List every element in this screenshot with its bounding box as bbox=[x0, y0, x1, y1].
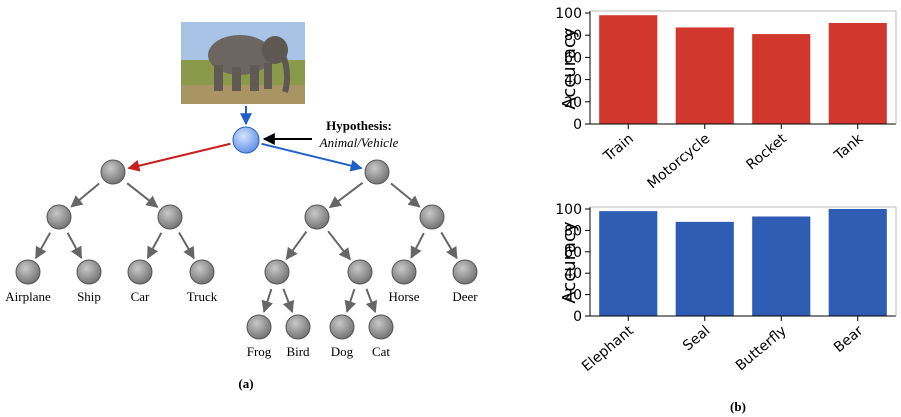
x-tick-label: Train bbox=[600, 131, 637, 165]
node bbox=[101, 160, 125, 184]
edge bbox=[264, 289, 271, 312]
y-tick-label: 20 bbox=[564, 288, 582, 304]
leaf-label: Car bbox=[131, 289, 150, 304]
x-tick-label: Rocket bbox=[743, 130, 790, 173]
leaf-label: Truck bbox=[187, 289, 218, 304]
node bbox=[453, 260, 477, 284]
y-tick-label: 80 bbox=[564, 223, 582, 239]
y-tick-label: 100 bbox=[555, 6, 582, 22]
edge bbox=[328, 231, 350, 259]
edge bbox=[286, 232, 306, 260]
edge bbox=[330, 183, 363, 208]
node bbox=[369, 315, 393, 339]
x-tick-label: Elephant bbox=[579, 322, 637, 374]
leaf-label: Bird bbox=[286, 344, 310, 359]
bar bbox=[752, 216, 810, 316]
edge bbox=[391, 183, 420, 206]
edge bbox=[68, 233, 82, 258]
hypothesis-options: Animal/Vehicle bbox=[319, 135, 399, 150]
node bbox=[47, 205, 71, 229]
y-tick-label: 40 bbox=[564, 73, 582, 89]
edge bbox=[36, 233, 50, 258]
node bbox=[286, 315, 310, 339]
node bbox=[392, 260, 416, 284]
bar bbox=[829, 23, 887, 124]
x-tick-label: Butterfly bbox=[733, 323, 790, 374]
edge bbox=[129, 144, 231, 169]
leaf-label: Airplane bbox=[5, 289, 51, 304]
y-tick-label: 20 bbox=[564, 95, 582, 111]
node bbox=[158, 205, 182, 229]
leaf-label: Dog bbox=[331, 344, 354, 359]
edge bbox=[366, 289, 375, 312]
leaf-label: Deer bbox=[452, 289, 478, 304]
leaf-label: Horse bbox=[388, 289, 419, 304]
node bbox=[16, 260, 40, 284]
bar bbox=[829, 209, 887, 316]
y-tick-label: 60 bbox=[564, 50, 582, 66]
edge bbox=[71, 184, 99, 207]
edge bbox=[441, 232, 457, 258]
edge bbox=[148, 233, 162, 258]
y-tick-label: 80 bbox=[564, 28, 582, 44]
node bbox=[128, 260, 152, 284]
caption: (a) bbox=[238, 376, 253, 391]
y-tick-label: 100 bbox=[555, 202, 582, 218]
edge bbox=[127, 183, 157, 207]
x-tick-label: Tank bbox=[831, 130, 867, 164]
bar bbox=[676, 27, 734, 124]
edge bbox=[347, 289, 354, 312]
bar bbox=[752, 34, 810, 124]
leaf-label: Ship bbox=[77, 289, 101, 304]
node bbox=[77, 260, 101, 284]
edge bbox=[179, 233, 194, 259]
node bbox=[190, 260, 214, 284]
edge bbox=[411, 233, 424, 258]
node bbox=[233, 127, 259, 153]
node bbox=[420, 205, 444, 229]
node bbox=[330, 315, 354, 339]
node bbox=[365, 160, 389, 184]
figure: Hypothesis: Animal/Vehicle (a) (b) Airpl… bbox=[0, 0, 901, 417]
node bbox=[265, 260, 289, 284]
leaf-label: Cat bbox=[372, 344, 390, 359]
elephant-photo bbox=[181, 22, 305, 104]
node bbox=[305, 205, 329, 229]
edge bbox=[283, 289, 292, 312]
hypothesis-title: Hypothesis: bbox=[326, 118, 392, 133]
bar bbox=[599, 211, 657, 316]
y-tick-label: 40 bbox=[564, 266, 582, 282]
caption: (b) bbox=[730, 399, 746, 414]
y-tick-label: 0 bbox=[573, 309, 582, 325]
bar bbox=[599, 15, 657, 124]
bar bbox=[676, 222, 734, 316]
y-tick-label: 0 bbox=[573, 117, 582, 133]
leaf-label: Frog bbox=[247, 344, 272, 359]
x-tick-label: Bear bbox=[831, 323, 866, 356]
node bbox=[348, 260, 372, 284]
y-tick-label: 60 bbox=[564, 245, 582, 261]
x-tick-label: Motorcycle bbox=[645, 131, 714, 192]
x-tick-label: Seal bbox=[680, 323, 713, 355]
node bbox=[247, 315, 271, 339]
